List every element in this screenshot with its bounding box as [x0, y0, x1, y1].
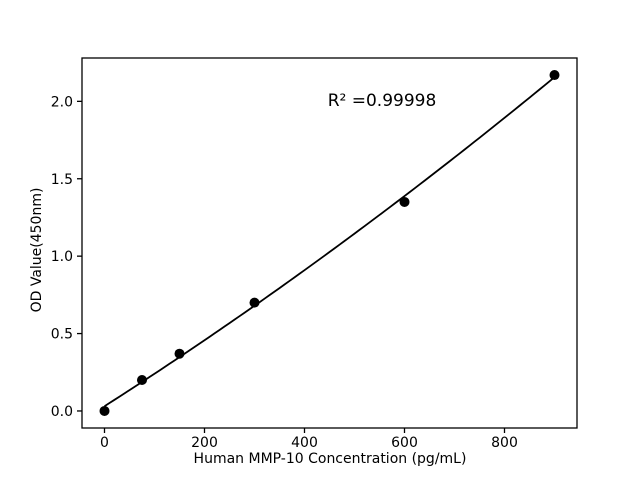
data-point [249, 297, 260, 308]
axis-tick-marks [77, 100, 506, 433]
x-axis-label: Human MMP-10 Concentration (pg/mL) [194, 451, 467, 467]
y-tick-label: 2.0 [51, 94, 73, 110]
y-tick-label: 0.0 [51, 404, 73, 420]
fit-line-group [104, 76, 556, 407]
x-tick-label: 600 [391, 435, 418, 451]
x-tick-label: 400 [291, 435, 318, 451]
plot-frame [81, 57, 578, 429]
y-tick-label: 0.5 [51, 327, 73, 343]
data-point [99, 405, 110, 416]
data-point [137, 375, 147, 386]
data-point [174, 348, 185, 359]
data-point [399, 196, 410, 207]
x-tick-label: 200 [191, 435, 218, 451]
x-tick-label: 0 [100, 435, 109, 451]
data-points-group [99, 70, 560, 416]
r-squared-annotation: R² =0.99998 [328, 91, 437, 111]
data-point [549, 70, 560, 81]
y-tick-label: 1.0 [51, 249, 73, 265]
x-tick-label: 800 [491, 435, 518, 451]
y-axis-label: OD Value(450nm) [29, 188, 45, 313]
fit-line [104, 76, 556, 407]
y-tick-label: 1.5 [51, 172, 73, 188]
axis-tick-labels: 0 200 400 600 800 0.0 0.5 1.0 1.5 2.0 [51, 94, 518, 451]
